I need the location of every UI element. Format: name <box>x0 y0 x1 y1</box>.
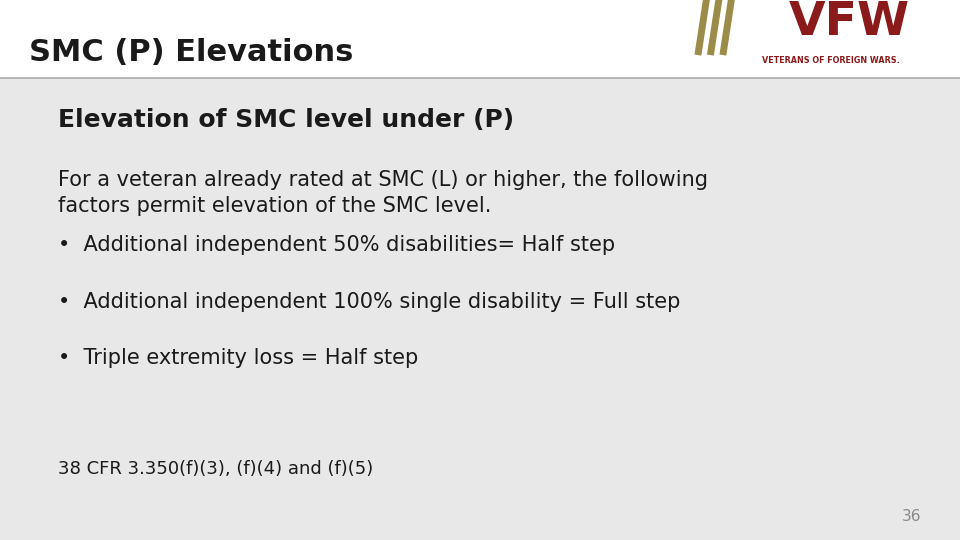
Text: 38 CFR 3.350(f)(3), (f)(4) and (f)(5): 38 CFR 3.350(f)(3), (f)(4) and (f)(5) <box>58 460 372 478</box>
Text: 36: 36 <box>902 509 922 524</box>
Text: VFW: VFW <box>788 0 909 45</box>
Text: Elevation of SMC level under (P): Elevation of SMC level under (P) <box>58 108 514 132</box>
FancyBboxPatch shape <box>0 78 960 540</box>
Text: •  Triple extremity loss = Half step: • Triple extremity loss = Half step <box>58 348 418 368</box>
Text: •  Additional independent 100% single disability = Full step: • Additional independent 100% single dis… <box>58 292 680 312</box>
Text: •  Additional independent 50% disabilities= Half step: • Additional independent 50% disabilitie… <box>58 235 614 255</box>
FancyBboxPatch shape <box>0 0 960 78</box>
Text: SMC (P) Elevations: SMC (P) Elevations <box>29 38 353 67</box>
FancyBboxPatch shape <box>691 0 946 68</box>
Text: VETERANS OF FOREIGN WARS.: VETERANS OF FOREIGN WARS. <box>762 56 900 65</box>
Text: For a veteran already rated at SMC (L) or higher, the following
factors permit e: For a veteran already rated at SMC (L) o… <box>58 170 708 217</box>
